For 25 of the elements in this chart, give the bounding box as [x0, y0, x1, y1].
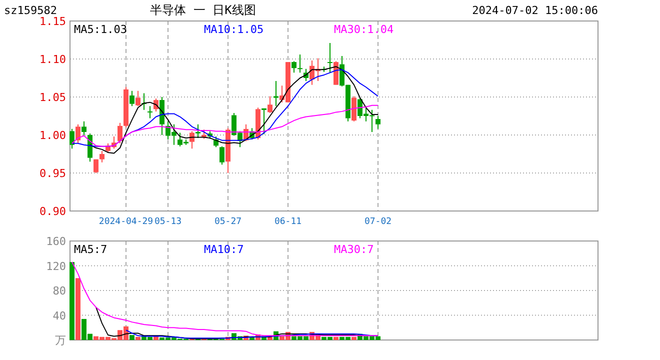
y-tick-label: 80	[52, 284, 66, 298]
text: MA5:1.03	[74, 23, 127, 36]
text: MA30:1.04	[334, 23, 394, 36]
y-tick-label: 0.90	[40, 205, 66, 218]
y-tick-label: 1.00	[40, 129, 66, 142]
y-tick-label: 1.15	[40, 15, 66, 28]
y-tick-label: 1.10	[40, 53, 66, 66]
text: MA10:7	[204, 243, 244, 256]
text: sz159582	[4, 4, 57, 17]
text: MA10:1.05	[204, 23, 264, 36]
y-tick-label: 万	[55, 334, 66, 347]
text: MA5:7	[74, 243, 108, 256]
chart-title: 半导体 一 日K线图	[150, 3, 256, 17]
y-tick-label: 40	[52, 309, 66, 322]
x-tick-label: 07-02	[364, 217, 392, 227]
x-tick-label: 05-13	[154, 217, 182, 227]
x-tick-label: 06-11	[274, 217, 302, 227]
y-tick-label: 160	[46, 235, 66, 248]
x-tick-label: 05-27	[214, 217, 242, 227]
y-tick-label: 0.95	[40, 167, 66, 180]
x-tick-label: 2024-04-29	[98, 217, 154, 227]
text: 2024-07-02 15:00:06	[472, 4, 598, 17]
text: MA30:7	[334, 243, 374, 256]
y-tick-label: 120	[46, 260, 66, 273]
y-tick-label: 1.05	[40, 91, 66, 104]
